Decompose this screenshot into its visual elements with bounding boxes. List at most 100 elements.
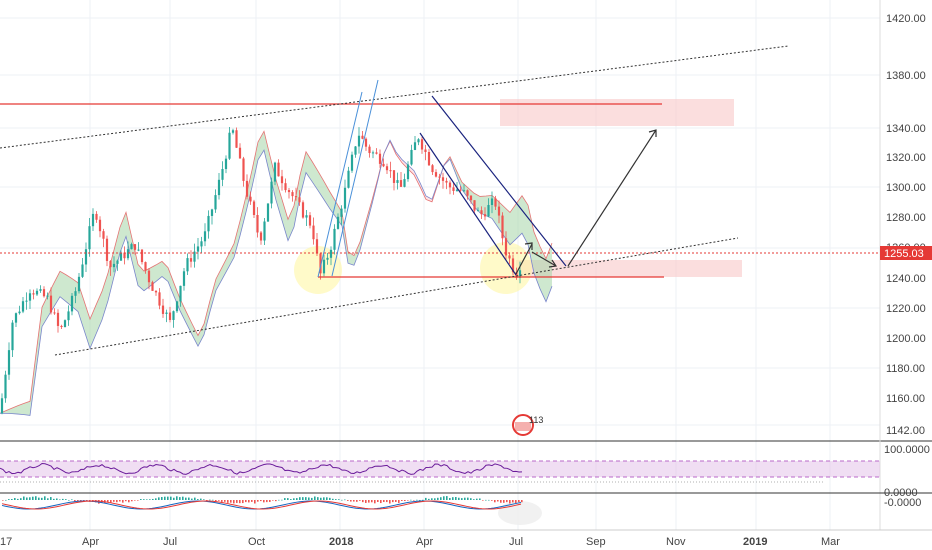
candle-body [151,282,154,291]
highlight-low-2 [480,242,532,294]
macd-bar [428,498,430,500]
candle-body [336,216,340,229]
price-tick: 1340.00 [886,123,926,135]
macd-bar [419,499,421,501]
candle-body [280,176,284,184]
time-axis[interactable]: 17 Apr Jul Oct 2018 Apr Jul Sep Nov 2019… [0,536,840,548]
candle-body [235,130,238,148]
macd-bar [500,500,502,503]
falling-channel-2[interactable] [431,95,567,267]
macd-bar [158,497,160,500]
macd-bar [257,500,259,502]
macd-bar [281,499,283,501]
macd-bar [455,497,457,500]
price-axis[interactable]: 1420.00 1380.00 1340.00 1320.00 1300.00 … [886,13,926,437]
macd-bar [473,499,475,500]
macd-bar [494,500,496,503]
price-tick: 1280.00 [886,212,926,224]
rising-channel-1[interactable] [317,91,363,278]
candle-body [312,225,315,240]
macd-bar [200,498,202,500]
macd-bar [5,499,7,501]
macd-bar [329,497,331,500]
macd-tick: -0.0000 [884,497,921,509]
candle-body [406,164,410,180]
macd-bar [248,500,250,503]
projection-arrows [515,129,657,275]
cloud-segment [30,354,36,416]
symbol-flag[interactable]: 113 [512,414,543,436]
candle-body [203,231,207,242]
macd-bar [479,498,481,500]
cloud-segment [174,283,180,311]
price-tick: 1200.00 [886,333,926,345]
candle-body [466,190,469,196]
cloud-segment [36,307,42,371]
macd-bar [377,500,379,502]
rsi-line [0,463,523,475]
macd-bar [497,500,499,502]
macd-bar [185,497,187,500]
cloud-segment [210,278,216,312]
macd-bar [317,497,319,500]
falling-channel-1[interactable] [419,132,517,276]
candle-body [200,241,203,247]
time-tick: 2019 [743,536,767,548]
candle-body [329,249,333,258]
candle-body [189,258,193,262]
candle-body [315,239,319,254]
candle-body [515,272,518,278]
rising-channel-2[interactable] [331,79,379,277]
candle-body [109,260,112,268]
upper-trendline[interactable] [0,45,789,149]
macd-bar [125,500,127,502]
time-tick: Jul [509,536,523,548]
candle-body [322,259,326,274]
cloud-segment [204,300,210,335]
price-tick: 1160.00 [886,393,925,405]
cloud-segment [504,206,510,245]
candle-body [249,196,252,202]
macd-bar [407,500,409,501]
candle-body [182,271,186,286]
macd-bar [116,500,118,503]
candle-body [77,276,81,292]
macd-bar [464,497,466,500]
rsi-tick: 100.0000 [884,444,930,456]
macd-bar [311,497,313,500]
candle-body [224,158,228,170]
candle-body [221,169,224,180]
macd-bar [20,498,22,500]
macd-bar [416,499,418,501]
macd-bar [320,497,322,500]
macd-bar [59,499,61,501]
candle-body [165,312,168,314]
candle-body [158,292,161,306]
macd-bar [434,498,436,500]
candle-body [354,146,357,155]
candle-body [263,221,266,241]
macd-bar [287,498,289,500]
macd-bar [521,500,523,503]
candle-body [32,293,35,295]
price-tick: 1220.00 [886,303,926,315]
lower-trendline[interactable] [54,237,739,356]
price-tick: 1240.00 [886,273,926,285]
cloud-segment [522,195,528,245]
candle-body [168,312,172,320]
macd-bar [359,500,361,501]
cloud-segment [156,261,162,282]
macd-bar [278,499,280,501]
candle-body [455,189,459,191]
candle-body [172,311,175,320]
candle-body [340,208,343,217]
candle-body [53,312,56,314]
grid [0,0,880,530]
cloud-segment [300,151,306,197]
macd-bar [383,500,385,503]
macd-bar [227,500,229,503]
candle-body [305,215,308,218]
cloud-segment [150,264,156,287]
cloud-segment [354,242,360,266]
